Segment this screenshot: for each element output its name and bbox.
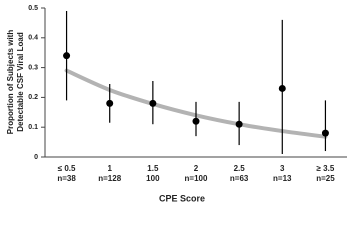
chart: CPE Score Proportion of Subjects with De…	[6, 5, 347, 203]
point	[63, 52, 71, 60]
point	[149, 99, 157, 107]
x-tick-label: ≤ 0.5	[58, 164, 76, 173]
y-tick-label: 0.4	[28, 35, 38, 42]
sample-label: n=25	[316, 174, 335, 183]
sample-label: n=100	[185, 174, 208, 183]
x-tick-label: ≥ 3.5	[317, 164, 335, 173]
point	[321, 129, 329, 137]
y-tick-label: 0	[34, 154, 38, 161]
point	[235, 120, 243, 128]
point	[106, 99, 114, 107]
x-tick-label: 1	[107, 164, 112, 173]
y-tick-label: 0.3	[28, 64, 38, 71]
sample-label: n=63	[230, 174, 249, 183]
point	[192, 117, 200, 125]
x-tick-label: 1.5	[147, 164, 159, 173]
x-tick-label: 3	[280, 164, 285, 173]
y-tick-label: 0.5	[28, 5, 38, 12]
point	[278, 84, 286, 92]
sample-label: 100	[146, 174, 160, 183]
sample-label: n=38	[57, 174, 76, 183]
x-tick-label: 2	[194, 164, 199, 173]
y-tick-label: 0.2	[28, 94, 38, 101]
y-axis-title: Detectable CSF Viral Load	[16, 32, 25, 132]
y-axis-title: Proportion of Subjects with	[6, 30, 15, 135]
y-tick-label: 0.1	[28, 124, 38, 131]
sample-label: n=13	[273, 174, 292, 183]
sample-label: n=128	[98, 174, 121, 183]
x-axis-title: CPE Score	[159, 193, 205, 203]
x-tick-label: 2.5	[234, 164, 246, 173]
